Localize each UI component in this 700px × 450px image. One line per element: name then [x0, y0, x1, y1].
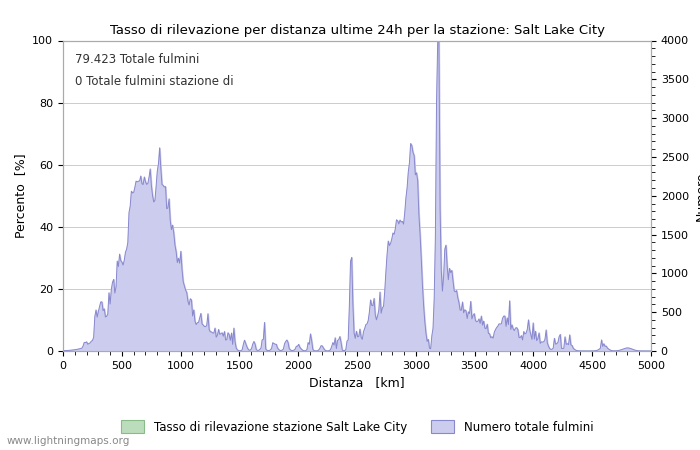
Text: 79.423 Totale fulmini: 79.423 Totale fulmini	[75, 53, 199, 66]
Y-axis label: Percento  [%]: Percento [%]	[14, 153, 27, 238]
Text: www.lightningmaps.org: www.lightningmaps.org	[7, 436, 130, 446]
Title: Tasso di rilevazione per distanza ultime 24h per la stazione: Salt Lake City: Tasso di rilevazione per distanza ultime…	[109, 23, 605, 36]
Y-axis label: Numero: Numero	[694, 171, 700, 220]
Text: 0 Totale fulmini stazione di: 0 Totale fulmini stazione di	[75, 75, 233, 88]
Legend: Tasso di rilevazione stazione Salt Lake City, Numero totale fulmini: Tasso di rilevazione stazione Salt Lake …	[116, 416, 598, 438]
X-axis label: Distanza   [km]: Distanza [km]	[309, 376, 405, 389]
